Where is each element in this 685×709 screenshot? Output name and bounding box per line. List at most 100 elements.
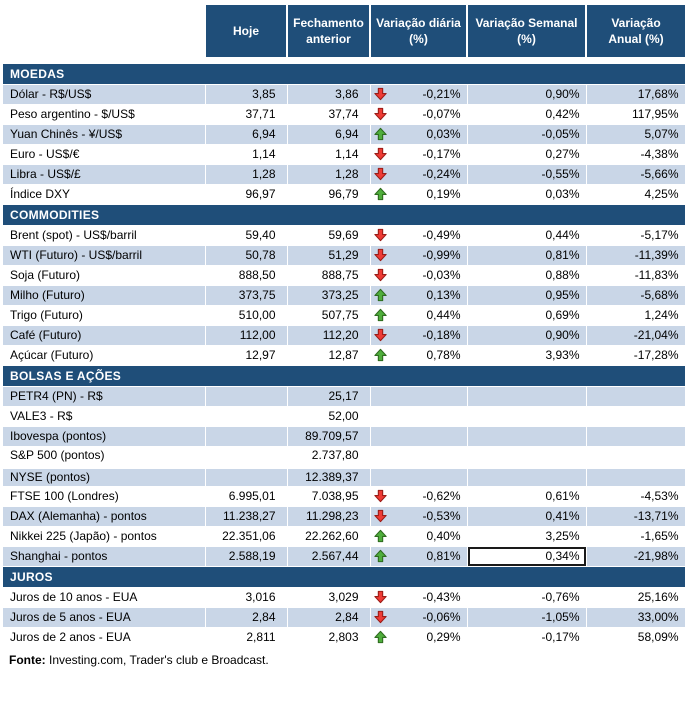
cell-hoje[interactable] xyxy=(205,406,288,427)
cell-variacao-anual[interactable]: -5,68% xyxy=(586,285,685,306)
cell-variacao-diaria[interactable]: 0,40% xyxy=(370,526,468,547)
cell-hoje[interactable]: 22.351,06 xyxy=(205,526,288,547)
cell-fechamento-anterior[interactable]: 373,25 xyxy=(287,285,371,306)
cell-variacao-diaria[interactable]: -0,24% xyxy=(370,164,468,185)
cell-variacao-semanal[interactable]: 0,27% xyxy=(467,144,587,165)
cell-variacao-anual[interactable] xyxy=(586,463,685,487)
cell-variacao-semanal[interactable]: -0,05% xyxy=(467,124,587,145)
cell-hoje[interactable]: 59,40 xyxy=(205,225,288,246)
cell-variacao-diaria[interactable] xyxy=(370,426,468,447)
row-label[interactable]: Libra - US$/£ xyxy=(3,164,206,185)
row-label[interactable]: Brent (spot) - US$/barril xyxy=(3,225,206,246)
cell-hoje[interactable] xyxy=(205,426,288,447)
cell-variacao-semanal[interactable]: 3,25% xyxy=(467,526,587,547)
cell-fechamento-anterior[interactable]: 7.038,95 xyxy=(287,486,371,507)
cell-fechamento-anterior[interactable]: 96,79 xyxy=(287,184,371,205)
row-label[interactable]: Milho (Futuro) xyxy=(3,285,206,306)
cell-variacao-anual[interactable]: 1,24% xyxy=(586,305,685,326)
cell-variacao-diaria[interactable]: 0,81% xyxy=(370,546,468,567)
row-label[interactable]: Dólar - R$/US$ xyxy=(3,84,206,105)
row-label[interactable]: Café (Futuro) xyxy=(3,325,206,346)
cell-hoje[interactable]: 37,71 xyxy=(205,104,288,125)
cell-variacao-anual[interactable]: -21,04% xyxy=(586,325,685,346)
row-label[interactable]: WTI (Futuro) - US$/barril xyxy=(3,245,206,266)
cell-hoje[interactable]: 112,00 xyxy=(205,325,288,346)
row-label[interactable]: FTSE 100 (Londres) xyxy=(3,486,206,507)
cell-fechamento-anterior[interactable]: 2,84 xyxy=(287,607,371,628)
col-header-hoje[interactable]: Hoje xyxy=(204,5,287,57)
cell-fechamento-anterior[interactable]: 51,29 xyxy=(287,245,371,266)
cell-fechamento-anterior[interactable]: 3,029 xyxy=(287,587,371,608)
cell-hoje[interactable]: 50,78 xyxy=(205,245,288,266)
row-label[interactable]: Trigo (Futuro) xyxy=(3,305,206,326)
cell-variacao-semanal[interactable]: 0,61% xyxy=(467,486,587,507)
cell-variacao-anual[interactable] xyxy=(586,426,685,447)
row-label[interactable]: Juros de 10 anos - EUA xyxy=(3,587,206,608)
cell-hoje[interactable]: 510,00 xyxy=(205,305,288,326)
cell-variacao-semanal[interactable]: 0,95% xyxy=(467,285,587,306)
cell-variacao-diaria[interactable]: -0,18% xyxy=(370,325,468,346)
cell-variacao-anual[interactable]: -1,65% xyxy=(586,526,685,547)
row-label[interactable]: Juros de 5 anos - EUA xyxy=(3,607,206,628)
cell-variacao-semanal-selected[interactable]: 0,34% xyxy=(467,546,587,567)
cell-variacao-semanal[interactable]: -1,05% xyxy=(467,607,587,628)
cell-variacao-semanal[interactable]: -0,55% xyxy=(467,164,587,185)
cell-variacao-diaria[interactable]: -0,99% xyxy=(370,245,468,266)
row-label[interactable]: Juros de 2 anos - EUA xyxy=(3,627,206,648)
cell-variacao-diaria[interactable]: -0,43% xyxy=(370,587,468,608)
cell-fechamento-anterior[interactable]: 11.298,23 xyxy=(287,506,371,527)
cell-fechamento-anterior[interactable]: 2.737,80 xyxy=(287,446,371,467)
row-label[interactable]: Peso argentino - $/US$ xyxy=(3,104,206,125)
cell-variacao-diaria[interactable]: -0,06% xyxy=(370,607,468,628)
row-label[interactable]: Yuan Chinês - ¥/US$ xyxy=(3,124,206,145)
cell-fechamento-anterior[interactable]: 6,94 xyxy=(287,124,371,145)
cell-variacao-semanal[interactable]: 0,88% xyxy=(467,265,587,286)
cell-hoje[interactable]: 1,28 xyxy=(205,164,288,185)
cell-variacao-anual[interactable]: 117,95% xyxy=(586,104,685,125)
cell-variacao-anual[interactable] xyxy=(586,386,685,407)
cell-fechamento-anterior[interactable]: 2,803 xyxy=(287,627,371,648)
cell-variacao-diaria[interactable]: -0,49% xyxy=(370,225,468,246)
cell-variacao-diaria[interactable] xyxy=(370,463,468,487)
cell-fechamento-anterior[interactable]: 112,20 xyxy=(287,325,371,346)
col-header-variacao-anual[interactable]: Variação Anual (%) xyxy=(585,5,685,57)
cell-variacao-diaria[interactable]: 0,78% xyxy=(370,345,468,366)
cell-fechamento-anterior[interactable]: 22.262,60 xyxy=(287,526,371,547)
cell-variacao-diaria[interactable]: -0,53% xyxy=(370,506,468,527)
cell-hoje[interactable]: 12,97 xyxy=(205,345,288,366)
section-title[interactable]: MOEDAS xyxy=(3,62,685,85)
cell-hoje[interactable]: 3,016 xyxy=(205,587,288,608)
cell-variacao-anual[interactable]: -4,53% xyxy=(586,486,685,507)
cell-variacao-diaria[interactable]: -0,03% xyxy=(370,265,468,286)
cell-hoje[interactable]: 373,75 xyxy=(205,285,288,306)
cell-hoje[interactable]: 6,94 xyxy=(205,124,288,145)
cell-hoje[interactable]: 888,50 xyxy=(205,265,288,286)
cell-variacao-anual[interactable]: -5,17% xyxy=(586,225,685,246)
cell-variacao-anual[interactable]: -17,28% xyxy=(586,345,685,366)
cell-fechamento-anterior[interactable]: 89.709,57 xyxy=(287,426,371,447)
row-label[interactable]: S&P 500 (pontos) xyxy=(3,446,206,467)
cell-hoje[interactable]: 2,84 xyxy=(205,607,288,628)
cell-hoje[interactable] xyxy=(205,463,288,487)
cell-hoje[interactable] xyxy=(205,386,288,407)
cell-hoje[interactable]: 1,14 xyxy=(205,144,288,165)
cell-fechamento-anterior[interactable]: 52,00 xyxy=(287,406,371,427)
cell-variacao-anual[interactable]: -11,83% xyxy=(586,265,685,286)
row-label[interactable]: NYSE (pontos) xyxy=(3,463,206,487)
col-header-fechamento-anterior[interactable]: Fechamento anterior xyxy=(286,5,370,57)
cell-hoje[interactable]: 3,85 xyxy=(205,84,288,105)
cell-variacao-diaria[interactable] xyxy=(370,446,468,467)
cell-variacao-semanal[interactable]: -0,76% xyxy=(467,587,587,608)
cell-variacao-diaria[interactable] xyxy=(370,386,468,407)
cell-fechamento-anterior[interactable]: 25,17 xyxy=(287,386,371,407)
cell-variacao-semanal[interactable] xyxy=(467,426,587,447)
cell-fechamento-anterior[interactable]: 59,69 xyxy=(287,225,371,246)
cell-fechamento-anterior[interactable]: 2.567,44 xyxy=(287,546,371,567)
row-label[interactable]: Soja (Futuro) xyxy=(3,265,206,286)
cell-fechamento-anterior[interactable]: 888,75 xyxy=(287,265,371,286)
cell-variacao-semanal[interactable]: 0,81% xyxy=(467,245,587,266)
cell-variacao-semanal[interactable]: 0,42% xyxy=(467,104,587,125)
cell-fechamento-anterior[interactable]: 37,74 xyxy=(287,104,371,125)
cell-hoje[interactable] xyxy=(205,446,288,467)
cell-variacao-semanal[interactable]: -0,17% xyxy=(467,627,587,648)
